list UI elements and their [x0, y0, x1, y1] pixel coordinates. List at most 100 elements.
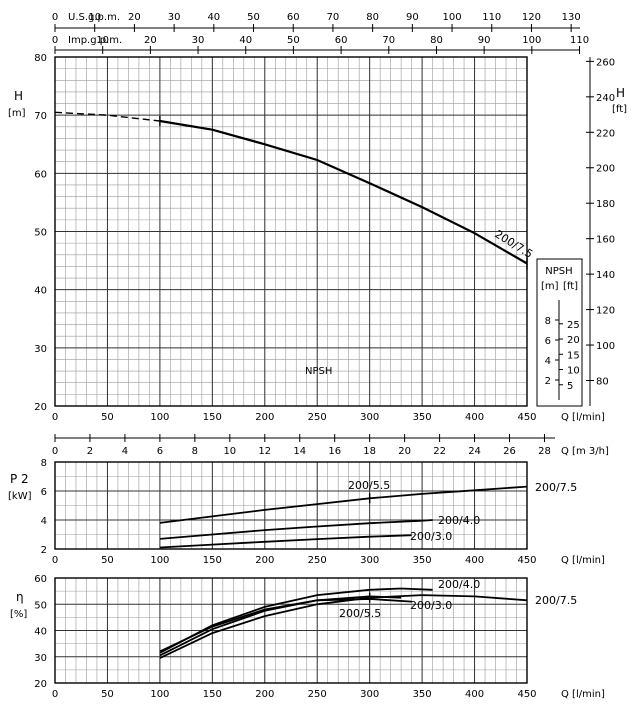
npsh-ft-tick-label: 10 [567, 366, 580, 377]
x-tick-label: 150 [203, 555, 222, 566]
top-axis-imp-tick-label: 60 [335, 35, 348, 46]
top-axis-imp-tick-label: 100 [522, 35, 541, 46]
top-axis-imp-tick-label: 30 [192, 35, 205, 46]
top-axis-imp-label: Imp.g.p.m. [68, 35, 122, 46]
top-axis-us-tick-label: 20 [128, 12, 141, 23]
x-tick-label: 200 [255, 689, 274, 700]
series-line-200-3-0 [159, 534, 412, 549]
top-axis-us-tick-label: 30 [168, 12, 181, 23]
x-tick-label: 50 [101, 689, 114, 700]
bottom-axis-m3h-tick-label: 4 [122, 446, 128, 457]
top-axis-us-tick-label: 90 [406, 12, 419, 23]
top-axis-imp-tick-label: 70 [382, 35, 395, 46]
bottom-axis-m3h-tick-label: 12 [258, 446, 271, 457]
x-tick-label: 100 [150, 689, 169, 700]
x-tick-label: 400 [465, 689, 484, 700]
series-line-200-7-5 [159, 485, 528, 524]
y-tick-label: 30 [34, 344, 47, 355]
bottom-axis-m3h-tick-label: 2 [87, 446, 93, 457]
x-tick-label: 400 [465, 555, 484, 566]
top-axis-imp-tick-label: 110 [570, 35, 589, 46]
npsh-m-tick-label: 6 [545, 336, 551, 347]
y-tick-label: 8 [41, 458, 47, 469]
x-tick-label: 200 [255, 555, 274, 566]
npsh-ft-tick-label: 15 [567, 350, 580, 361]
x-axis-label: Q [l/min] [561, 412, 605, 423]
x-tick-label: 100 [150, 412, 169, 423]
x-tick-label: 250 [308, 412, 327, 423]
right-axis-tick-label: 240 [596, 93, 615, 104]
y-tick-label: 20 [34, 679, 47, 690]
npsh-m-tick-label: 4 [545, 356, 551, 367]
series-label-200-7-5: 200/7.5 [535, 594, 577, 607]
npsh-ft-tick-label: 20 [567, 335, 580, 346]
npsh-ft-tick-label: 5 [567, 381, 573, 392]
y-axis-unit: [m] [8, 108, 26, 119]
top-axis-us-tick-label: 60 [287, 12, 300, 23]
top-axis-us-tick-label: 50 [247, 12, 260, 23]
series-line-200-4-0 [159, 519, 433, 540]
x-tick-label: 250 [308, 555, 327, 566]
y-tick-label: 20 [34, 402, 47, 413]
right-axis-label: H [616, 86, 625, 100]
top-axis-us-tick-label: 100 [443, 12, 462, 23]
x-tick-label: 400 [465, 412, 484, 423]
y-tick-label: 50 [34, 600, 47, 611]
x-tick-label: 0 [52, 555, 58, 566]
y-axis-label: η [16, 590, 24, 604]
y-axis-unit: [kW] [8, 491, 32, 502]
y-tick-label: 40 [34, 627, 47, 638]
top-axis-us-tick-label: 40 [207, 12, 220, 23]
y-tick-label: 30 [34, 653, 47, 664]
series-line-200-3-0 [159, 598, 412, 653]
x-tick-label: 350 [413, 689, 432, 700]
top-axis-us-tick-label: 110 [482, 12, 501, 23]
x-axis-label: Q [l/min] [561, 555, 605, 566]
plot-frame [54, 461, 528, 550]
y-tick-label: 80 [34, 53, 47, 64]
bottom-axis-m3h-tick-label: 28 [538, 446, 551, 457]
bottom-axis-m3h-tick-label: 16 [328, 446, 341, 457]
npsh-label: NPSH [305, 366, 332, 377]
x-tick-label: 200 [255, 412, 274, 423]
plot-frame [54, 577, 528, 684]
top-axis-imp-tick-label: 50 [287, 35, 300, 46]
y-tick-label: 60 [34, 574, 47, 585]
top-axis-us-tick-label: 120 [522, 12, 541, 23]
plot-frame [54, 56, 528, 407]
right-axis-tick-label: 80 [596, 376, 609, 387]
bottom-axis-m3h-tick-label: 0 [52, 446, 58, 457]
bottom-axis-m3h-tick-label: 22 [433, 446, 446, 457]
series-label-200-4-0: 200/4.0 [438, 514, 480, 527]
x-tick-label: 100 [150, 555, 169, 566]
npsh-ft-tick-label: 25 [567, 320, 580, 331]
x-tick-label: 300 [360, 689, 379, 700]
series-line-200-7-5-dashed [54, 111, 160, 122]
series-line-200-7-5 [159, 119, 528, 265]
top-axis-us-label: U.S.g.p.m. [68, 12, 120, 23]
x-tick-label: 300 [360, 555, 379, 566]
x-tick-label: 50 [101, 555, 114, 566]
series-label-200-5-5: 200/5.5 [339, 607, 381, 620]
x-tick-label: 0 [52, 412, 58, 423]
right-axis-tick-label: 220 [596, 128, 615, 139]
bottom-axis-m3h-tick-label: 10 [223, 446, 236, 457]
bottom-axis-m3h-label: Q [m 3/h] [561, 446, 609, 457]
y-tick-label: 2 [41, 545, 47, 556]
bottom-axis-m3h-tick-label: 14 [293, 446, 306, 457]
top-axis-us-zero: 0 [52, 12, 58, 23]
top-axis-imp-tick-label: 40 [239, 35, 252, 46]
bottom-axis-m3h-tick-label: 24 [468, 446, 481, 457]
series-line-200-5-5 [159, 595, 402, 657]
top-axis-imp-tick-label: 80 [430, 35, 443, 46]
x-tick-label: 350 [413, 555, 432, 566]
x-tick-label: 300 [360, 412, 379, 423]
x-tick-label: 450 [517, 689, 536, 700]
series-line-200-4-0 [159, 587, 433, 654]
npsh-box-unit-ft: [ft] [563, 281, 578, 292]
x-tick-label: 150 [203, 412, 222, 423]
top-axis-imp-tick-label: 20 [144, 35, 157, 46]
y-tick-label: 40 [34, 286, 47, 297]
x-tick-label: 250 [308, 689, 327, 700]
